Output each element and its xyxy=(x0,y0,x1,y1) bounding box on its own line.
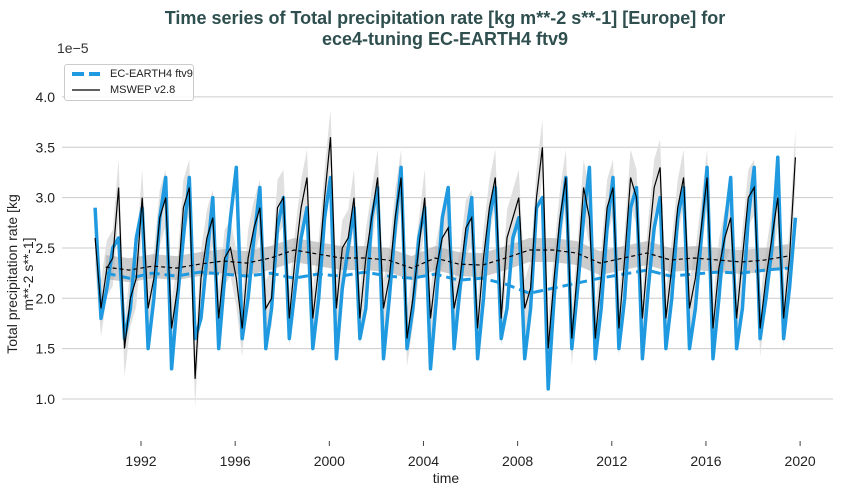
x-tick-label: 2004 xyxy=(408,453,439,469)
y-tick-label: 3.5 xyxy=(36,139,56,155)
mswep-series-line xyxy=(94,137,796,379)
x-tick-label: 1992 xyxy=(125,453,156,469)
y-offset-label: 1e−5 xyxy=(57,40,89,56)
mswep-annual-mean-line xyxy=(105,249,789,271)
x-tick-label: 1996 xyxy=(220,453,251,469)
chart-title: Time series of Total precipitation rate … xyxy=(164,8,726,49)
x-tick-label: 2000 xyxy=(314,453,345,469)
legend-item-ec-earth: EC-EARTH4 ftv9 xyxy=(71,68,193,80)
y-tick-label: 1.5 xyxy=(36,341,56,357)
x-axis-label: time xyxy=(432,470,460,486)
x-tick-label: 2008 xyxy=(502,453,533,469)
legend-label: EC-EARTH4 ftv9 xyxy=(110,68,193,80)
x-tick-label: 2020 xyxy=(785,453,816,469)
y-tick-label: 1.0 xyxy=(36,391,56,407)
x-tick-label: 2016 xyxy=(690,453,721,469)
legend-label: MSWEP v2.8 xyxy=(110,84,176,96)
x-tick-label: 2012 xyxy=(596,453,627,469)
y-tick-label: 2.0 xyxy=(36,290,56,306)
legend: EC-EARTH4 ftv9 MSWEP v2.8 xyxy=(64,64,194,101)
y-tick-label: 3.0 xyxy=(36,190,56,206)
legend-line-black xyxy=(72,89,100,91)
legend-dash-blue xyxy=(72,72,100,76)
legend-item-mswep: MSWEP v2.8 xyxy=(71,84,175,96)
y-tick-label: 4.0 xyxy=(36,89,56,105)
ec-earth-series-line xyxy=(93,155,798,391)
y-tick-label: 2.5 xyxy=(36,240,56,256)
